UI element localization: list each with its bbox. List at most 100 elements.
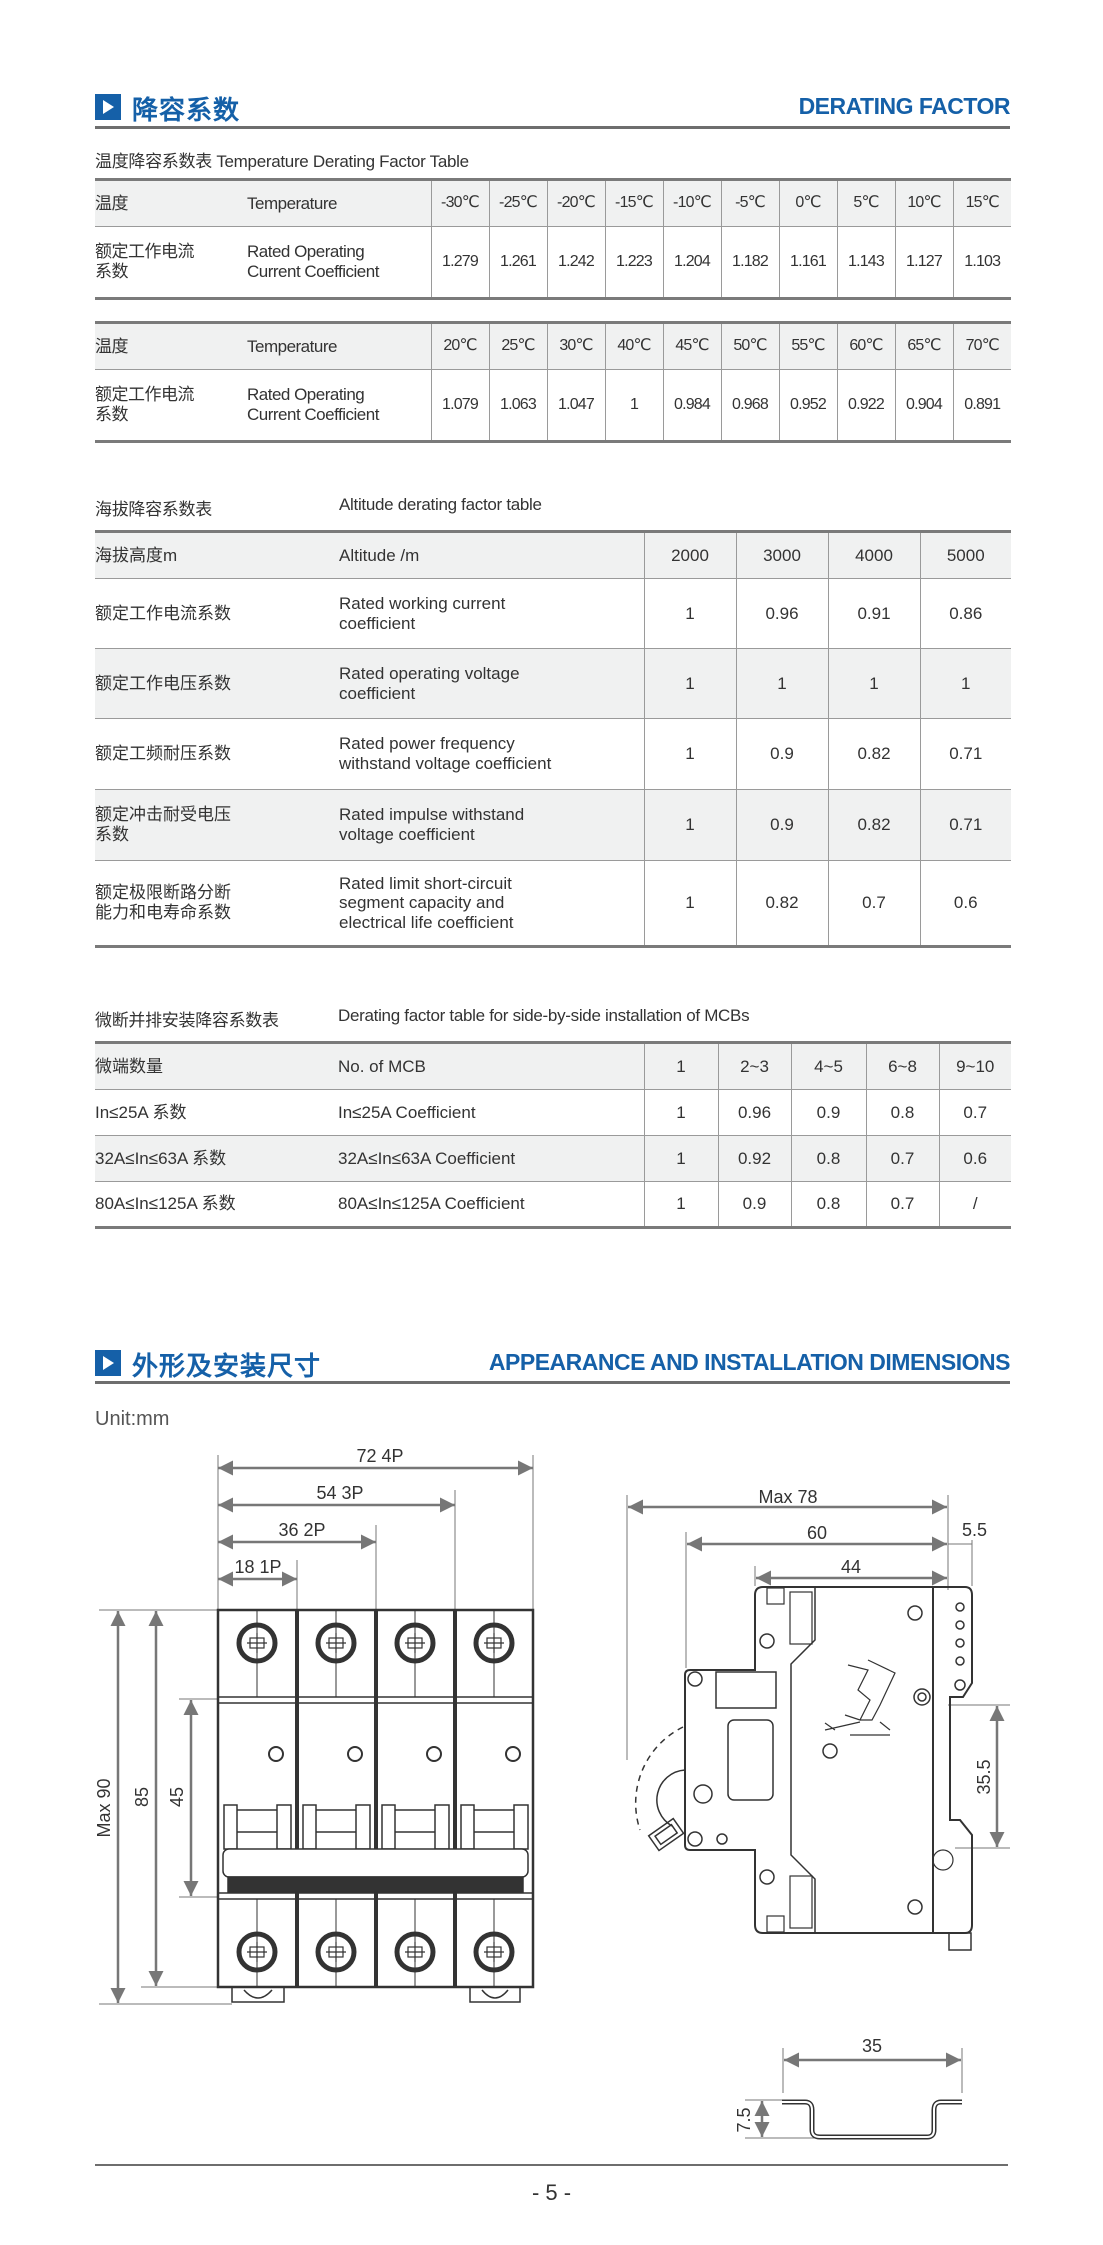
table-cell: 0.952: [778, 369, 837, 442]
section-divider: [95, 1381, 1010, 1384]
row-label-en: Rated Operating Current Coefficient: [247, 385, 379, 424]
table-cell: 0.984: [662, 369, 721, 442]
row-label-cn: 80A≤In≤125A 系数: [95, 1194, 236, 1214]
table-cell: 2~3: [717, 1042, 791, 1090]
table-row: 额定工作电压系数 Rated operating voltage coeffici…: [95, 648, 1011, 719]
terminal-screw-icon: [473, 1622, 515, 1664]
page-number: - 5 -: [531, 2180, 572, 2205]
dim-max-90: Max 90: [94, 1778, 114, 1837]
row-label-cn: 微端数量: [95, 1042, 338, 1090]
table-cell: 0.86: [919, 578, 1011, 649]
table-cell: 0.891: [952, 369, 1011, 442]
row-label-en: Altitude /m: [339, 531, 644, 579]
table-cell: 0.968: [720, 369, 779, 442]
dimension-drawings: 72 4P 54 3P 36 2P 18 1P Max 90 85 45 Max…: [94, 1446, 1010, 2140]
table-header-row: 海拔高度m Altitude /m 2000 3000 4000 5000: [95, 531, 1011, 579]
table-row: In≤25A 系数 In≤25A Coefficient 1 0.96 0.9 0.8 0.…: [95, 1089, 1011, 1136]
handle-post: [381, 1804, 396, 1850]
table-cell: 25℃: [488, 322, 547, 370]
dim-5-5: 5.5: [962, 1520, 987, 1540]
table-cell: 1: [643, 789, 736, 861]
table-cell: 1: [827, 648, 920, 719]
row-label-en: Temperature: [247, 179, 431, 227]
table-cell: 9~10: [938, 1042, 1011, 1090]
section-title-cn: 外形及安装尺寸: [132, 1351, 322, 1381]
mcb-front-body: [216, 1608, 535, 2003]
table-cell: 2000: [643, 531, 736, 579]
dim-85: 85: [132, 1787, 152, 1807]
terminal-screw-icon: [394, 1931, 436, 1973]
handle-post: [513, 1804, 529, 1850]
dim-45: 45: [167, 1787, 187, 1807]
table-cell: 1: [643, 860, 736, 947]
row-label-en: Rated limit short-circuit segment capaci…: [339, 873, 514, 932]
mcb-side-by-side-table: 微端数量 No. of MCB 1 2~3 4~5 6~8 9~10 In≤25A 系数 In≤…: [95, 1041, 1011, 1229]
handle-post: [276, 1804, 292, 1850]
table-cell: 0.91: [827, 578, 920, 649]
table-cell: 1.261: [488, 226, 547, 299]
mcb-table-caption-en: Derating factor table for side-by-side i…: [338, 1006, 750, 1025]
indicator-hole: [505, 1746, 521, 1762]
width-dimension-lines: [218, 1460, 533, 1587]
table-cell: 0.7: [827, 860, 920, 947]
table-cell: 40℃: [604, 322, 663, 370]
terminal-screw-icon: [394, 1622, 436, 1664]
table-cell: -15℃: [604, 179, 663, 227]
dim-rail-35: 35: [862, 2036, 882, 2056]
table-cell: -30℃: [430, 179, 489, 227]
table-cell: 30℃: [546, 322, 605, 370]
table-cell: 50℃: [720, 322, 779, 370]
altitude-table-caption-en: Altitude derating factor table: [339, 495, 542, 514]
table-cell: 0.7: [865, 1135, 939, 1182]
mcb-table-caption-cn: 微断并排安装降容系数表: [95, 1011, 279, 1030]
indicator-hole: [426, 1746, 442, 1762]
table-cell: 0.7: [938, 1089, 1011, 1136]
indicator-hole: [347, 1746, 363, 1762]
table-cell: 15℃: [952, 179, 1011, 227]
table-cell: 0.8: [790, 1181, 866, 1228]
row-label-cn: 海拔高度m: [95, 531, 339, 579]
circuit-symbol-icon: [824, 1659, 896, 1736]
row-label-cn: 额定工作电压系数: [95, 648, 339, 719]
row-label-en: Temperature: [247, 322, 431, 370]
terminal-screw-icon: [315, 1931, 357, 1973]
din-clip: [231, 1987, 285, 2003]
table-row: 额定工作电流 系数 Rated Operating Current Coeffic…: [95, 369, 1011, 442]
handle-post: [223, 1804, 238, 1850]
front-view-drawing: [99, 1455, 534, 2005]
handle-post: [460, 1804, 475, 1850]
table-cell: 0.8: [865, 1089, 939, 1136]
table-cell: 55℃: [778, 322, 837, 370]
table-cell: 0.71: [919, 718, 1011, 790]
handle-post: [355, 1804, 371, 1850]
table-cell: 0℃: [778, 179, 837, 227]
table-cell: 1.063: [488, 369, 547, 442]
table-cell: 1.047: [546, 369, 605, 442]
table-cell: 70℃: [952, 322, 1011, 370]
table-cell: 1.079: [430, 369, 489, 442]
table-cell: 1: [735, 648, 828, 719]
table-cell: 1.161: [778, 226, 837, 299]
table-cell: 5℃: [836, 179, 895, 227]
terminal-screw-icon: [473, 1931, 515, 1973]
footer-divider: [95, 2164, 1008, 2166]
dim-rail-7-5: 7.5: [734, 2107, 754, 2132]
dim-18-1p: 18 1P: [234, 1557, 281, 1577]
table-cell: 1: [643, 718, 736, 790]
table-cell: 0.9: [790, 1089, 866, 1136]
row-label-en: Rated working current coefficient: [339, 578, 644, 649]
row-label-cn: 温度: [95, 322, 247, 370]
table-cell: 65℃: [894, 322, 953, 370]
table-cell: -25℃: [488, 179, 547, 227]
table-cell: 1: [643, 1089, 718, 1136]
section-play-icon: [95, 94, 121, 120]
row-label-en: No. of MCB: [338, 1042, 644, 1090]
table-cell: 0.82: [827, 789, 920, 861]
table-cell: 0.96: [735, 578, 828, 649]
table-header-row: 温度 Temperature 20℃ 25℃ 30℃ 40℃ 45℃ 50℃ 55℃ 60℃ 65℃…: [95, 322, 1011, 370]
row-label-cn: 额定工频耐压系数: [95, 718, 339, 790]
table-cell: 1: [643, 1181, 718, 1228]
table-cell: 3000: [735, 531, 828, 579]
temperature-table-part-2: 温度 Temperature 20℃ 25℃ 30℃ 40℃ 45℃ 50℃ 55℃ 60℃ 65℃…: [95, 321, 1011, 443]
table-cell: 0.96: [717, 1089, 791, 1136]
